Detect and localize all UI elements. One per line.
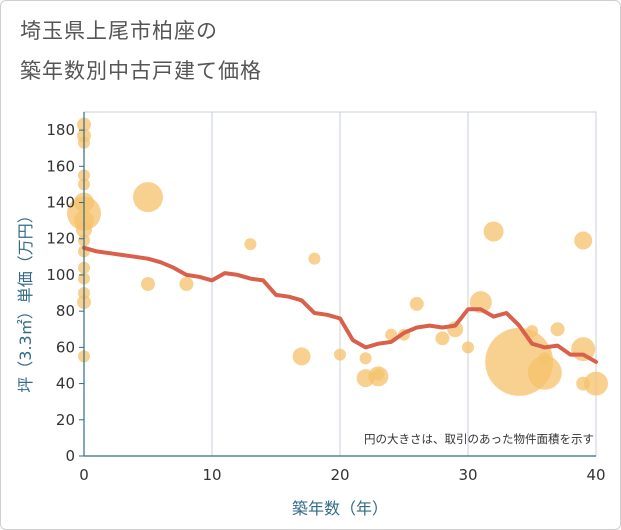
y-tick-label: 80	[56, 302, 75, 320]
scatter-bubble	[334, 348, 346, 361]
y-tick-label: 160	[46, 157, 75, 175]
y-tick-label: 100	[46, 266, 75, 284]
y-tick-label: 40	[56, 375, 75, 393]
y-tick-label: 0	[65, 447, 75, 465]
scatter-bubble	[409, 296, 424, 311]
scatter-bubble	[308, 252, 321, 265]
scatter-bubble	[584, 371, 608, 396]
scatter-bubble	[527, 355, 562, 390]
scatter-bubble	[141, 277, 155, 291]
scatter-bubble	[244, 238, 257, 251]
y-tick-label: 120	[46, 230, 75, 248]
scatter-bubble	[538, 352, 551, 365]
x-tick-label: 20	[330, 466, 349, 484]
y-axis-label: 坪（3.3㎡）単価（万円）	[16, 207, 35, 392]
x-tick-label: 40	[586, 466, 605, 484]
y-tick-label: 140	[46, 194, 75, 212]
scatter-bubble	[435, 331, 450, 346]
scatter-bubble	[550, 322, 565, 337]
y-tick-label: 180	[46, 121, 75, 139]
scatter-bubble	[292, 347, 311, 366]
x-axis-label: 築年数（年）	[292, 499, 388, 518]
y-tick-label: 20	[56, 411, 75, 429]
scatter-bubble	[483, 221, 504, 242]
trend-line-layer	[82, 245, 598, 364]
scatter-bubble	[526, 325, 538, 338]
axes: 0 10 20 30 40 0 20 40 60 80 100 120 140 160 180	[46, 112, 606, 484]
bubble-layer	[67, 117, 608, 396]
scatter-bubble	[359, 352, 372, 365]
x-tick-label: 0	[79, 466, 89, 484]
scatter-bubble	[574, 231, 593, 250]
scatter-bubble	[462, 341, 474, 354]
x-tick-label: 30	[458, 466, 477, 484]
grid-lines	[83, 111, 597, 457]
size-annotation: 円の大きさは、取引のあった物件面積を示す	[364, 432, 594, 446]
y-tick-label: 60	[56, 338, 75, 356]
scatter-bubble	[179, 277, 194, 291]
chart-title-line2: 築年数別中古戸建て価格	[20, 59, 262, 83]
chart-title-line1: 埼玉県上尾市柏座の	[20, 19, 218, 43]
scatter-bubble	[372, 368, 385, 381]
x-tick-label: 10	[202, 466, 221, 484]
scatter-bubble	[133, 182, 163, 213]
average-price-line	[82, 245, 598, 364]
